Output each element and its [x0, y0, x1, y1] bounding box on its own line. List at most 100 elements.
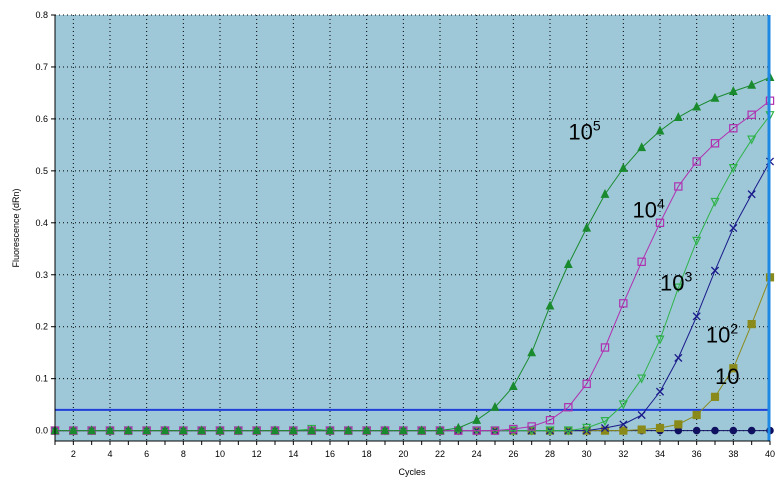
data-point	[692, 157, 701, 166]
data-point	[747, 190, 756, 199]
data-point	[178, 425, 188, 435]
x-tick-label: 22	[435, 449, 445, 459]
data-point	[527, 422, 536, 431]
data-point	[673, 283, 683, 293]
data-point	[142, 425, 152, 435]
data-point	[655, 125, 665, 135]
data-point	[398, 425, 408, 435]
data-point	[655, 218, 665, 228]
data-point	[710, 266, 720, 275]
x-tick-label: 24	[472, 449, 482, 459]
dilution-label: 10	[715, 364, 739, 389]
data-point	[563, 426, 573, 436]
y-tick-label: 0.7	[35, 62, 48, 72]
x-tick-label: 2	[71, 449, 76, 459]
data-point	[674, 420, 683, 429]
x-tick-label: 40	[765, 449, 775, 459]
data-point	[711, 426, 719, 435]
x-tick-label: 4	[107, 449, 112, 459]
series	[50, 72, 775, 435]
data-point	[600, 417, 610, 427]
series-group	[50, 72, 775, 436]
data-point	[435, 425, 445, 435]
data-point	[600, 426, 610, 435]
data-point	[197, 425, 207, 435]
data-point	[637, 410, 646, 420]
x-tick-label: 10	[215, 449, 225, 459]
data-point	[692, 410, 701, 420]
data-point	[288, 425, 298, 435]
data-point	[710, 139, 720, 148]
data-point	[564, 403, 573, 412]
data-point	[674, 353, 683, 362]
x-tick-label: 6	[144, 449, 149, 459]
data-point	[747, 426, 756, 435]
y-tick-label: 0.8	[35, 10, 48, 20]
data-point	[600, 423, 610, 433]
x-tick-label: 8	[181, 449, 186, 459]
data-point	[637, 425, 646, 434]
y-axis-title: Fluorescence (dRn)	[11, 188, 21, 267]
y-tick-label: 0.6	[35, 114, 48, 124]
y-axis-ticks: 0.0 0.1 0.2 0.3 0.4 0.5 0.6 0.7 0.8	[35, 10, 55, 436]
data-point	[729, 124, 738, 133]
data-point	[563, 259, 573, 268]
dilution-label: 105	[568, 118, 600, 145]
data-point	[637, 142, 647, 152]
data-point	[270, 425, 280, 435]
data-point	[710, 392, 720, 401]
data-point	[692, 426, 701, 435]
data-point	[545, 300, 555, 310]
data-point	[582, 222, 592, 232]
plot-area	[55, 15, 770, 441]
data-point	[637, 374, 647, 384]
data-point	[123, 425, 133, 435]
x-tick-label: 36	[692, 449, 702, 459]
data-point	[215, 425, 225, 435]
data-point	[508, 426, 518, 436]
data-point	[619, 299, 628, 308]
data-point	[673, 112, 683, 121]
x-tick-label: 18	[362, 449, 372, 459]
dilution-label: 103	[660, 268, 692, 295]
x-tick-label: 26	[508, 449, 518, 459]
dilution-label: 102	[706, 320, 738, 347]
y-tick-label: 0.5	[35, 166, 48, 176]
x-tick-label: 16	[325, 449, 335, 459]
data-point	[728, 86, 738, 95]
data-point	[490, 426, 500, 435]
data-point	[343, 425, 353, 435]
data-point	[508, 381, 518, 391]
data-point	[692, 101, 702, 111]
data-point	[362, 425, 372, 435]
data-point	[600, 343, 610, 352]
data-point	[380, 425, 390, 435]
data-point	[729, 364, 738, 373]
data-point	[618, 400, 628, 410]
data-point	[600, 189, 610, 198]
data-point	[325, 425, 335, 435]
data-point	[729, 426, 738, 435]
series-line	[55, 76, 771, 432]
data-point	[545, 426, 555, 436]
data-point	[710, 197, 720, 207]
data-point	[728, 164, 738, 174]
x-axis-ticks: 2 4 6 8 10 12 14 16 18 20 22 24 26 28 30 32 34 36 38 40	[54, 441, 775, 459]
data-point	[527, 347, 537, 357]
data-point	[618, 163, 628, 172]
data-point	[692, 236, 702, 246]
data-point	[619, 420, 628, 429]
x-tick-label: 14	[288, 449, 298, 459]
x-tick-label: 38	[728, 449, 738, 459]
data-point	[233, 425, 243, 435]
data-point	[710, 92, 720, 102]
y-tick-label: 0.2	[35, 322, 48, 332]
data-point	[472, 426, 481, 435]
data-point	[582, 423, 592, 433]
y-tick-label: 0.0	[35, 426, 48, 436]
data-point	[472, 415, 482, 424]
data-point	[655, 423, 665, 433]
data-point	[747, 320, 756, 329]
data-point	[490, 402, 500, 411]
y-tick-label: 0.3	[35, 270, 48, 280]
